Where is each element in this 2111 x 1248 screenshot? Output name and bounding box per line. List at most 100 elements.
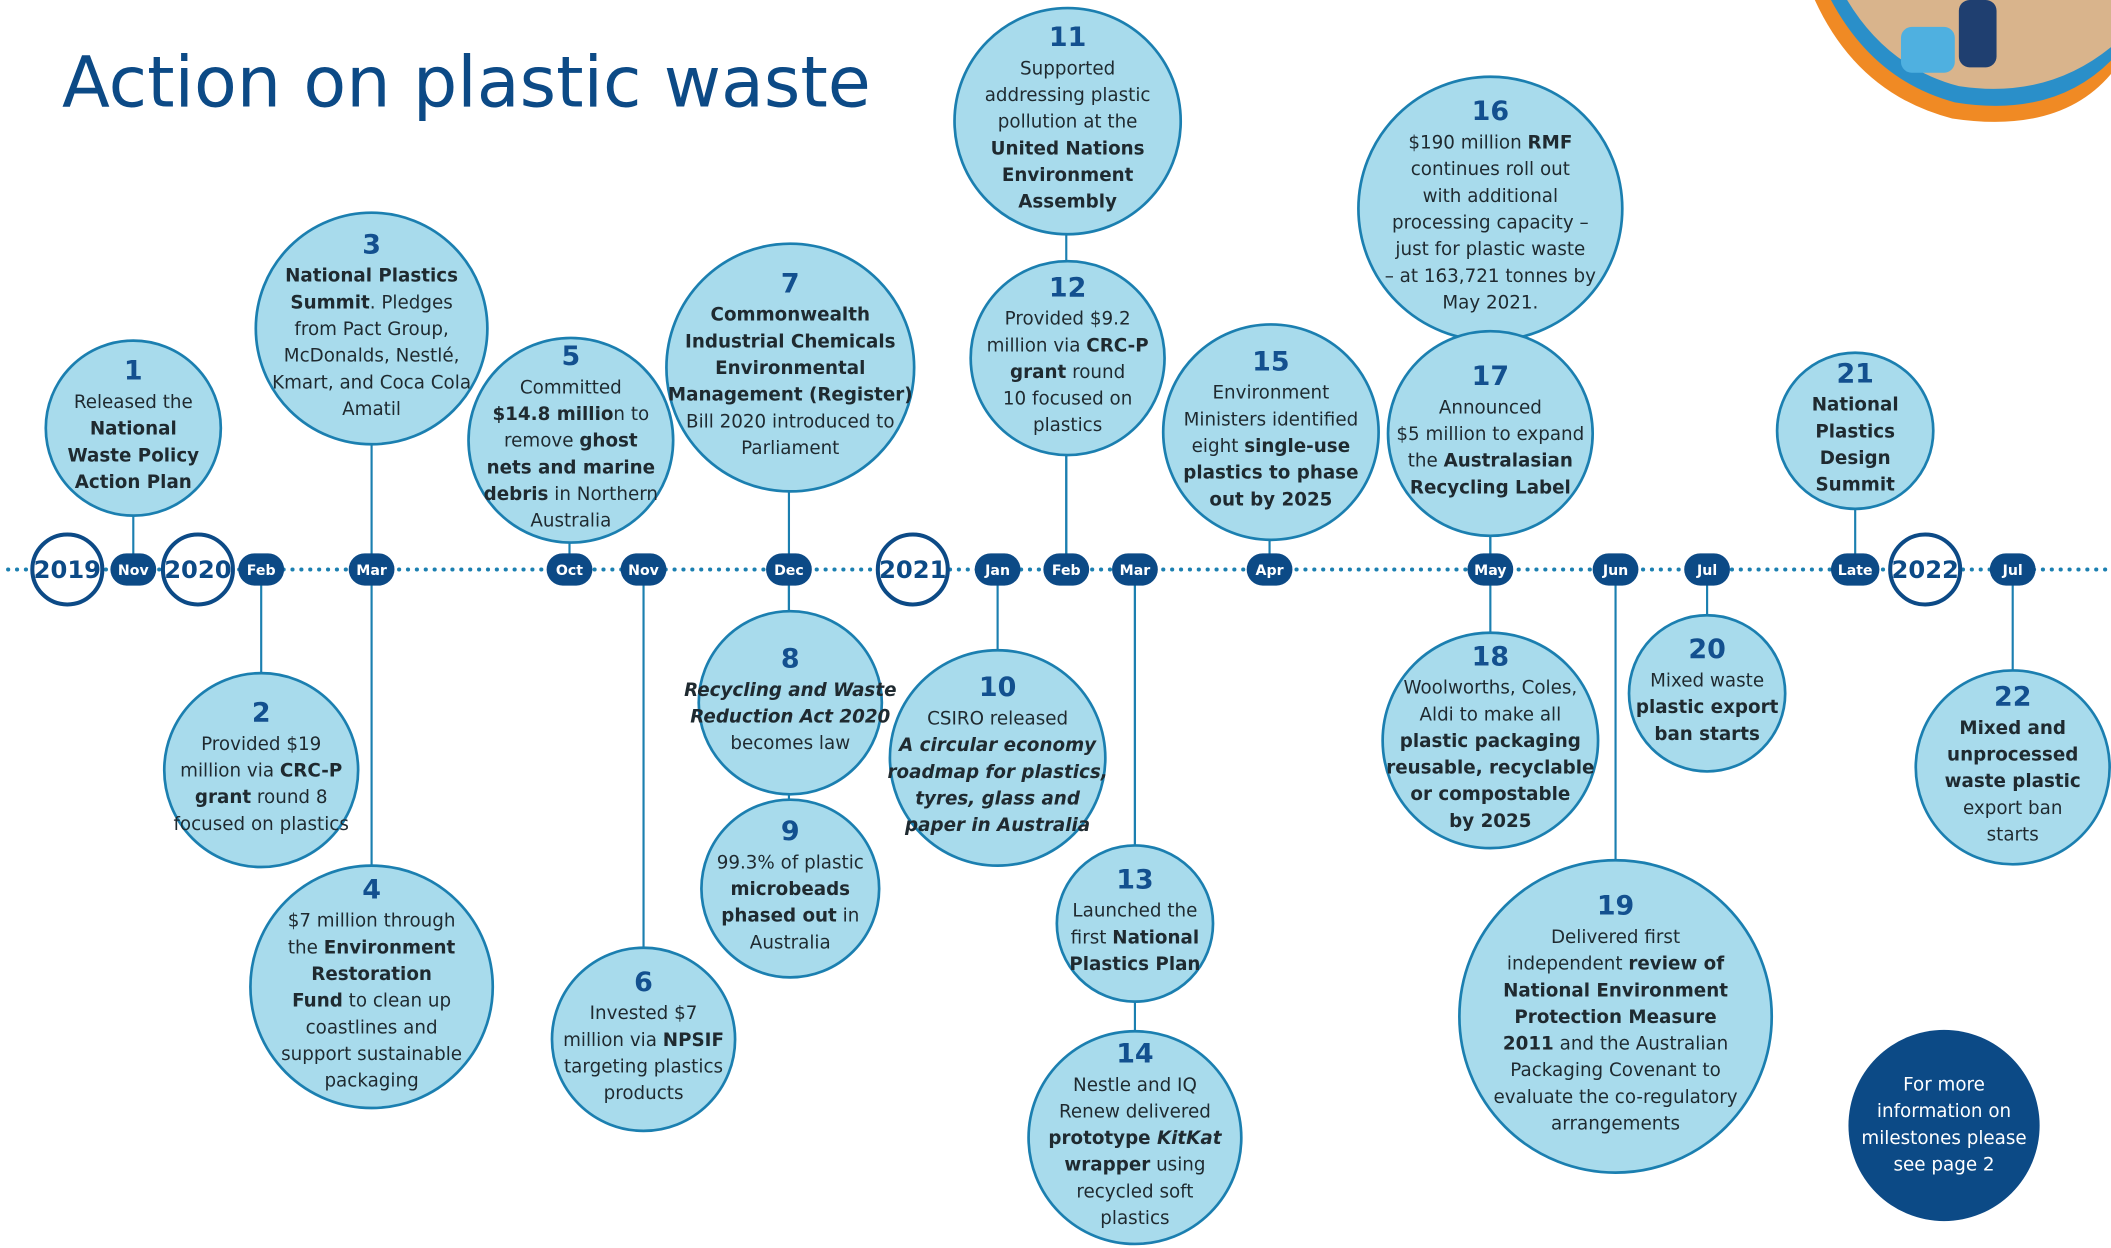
- milestone: 5Committed$14.8 million toremove ghostne…: [469, 338, 674, 543]
- text-line: Australia: [530, 511, 611, 532]
- text-segment: Reduction Act 2020: [690, 707, 890, 728]
- text-segment: National: [1112, 927, 1199, 948]
- text-segment: National Plastics: [285, 266, 458, 287]
- text-line: May 2021.: [1442, 292, 1538, 313]
- text-segment: National: [1812, 395, 1899, 416]
- text-segment: single-use: [1244, 436, 1350, 457]
- text-line: Released the: [74, 392, 193, 413]
- text-line: Delivered first: [1551, 927, 1680, 948]
- text-segment: and the Australian: [1554, 1034, 1728, 1055]
- milestone-number: 5: [561, 341, 580, 372]
- text-line: Protection Measure: [1514, 1007, 1716, 1028]
- text-segment: Plastics: [1815, 421, 1895, 442]
- milestone-number: 11: [1049, 22, 1086, 53]
- milestone-number: 17: [1472, 361, 1509, 392]
- text-line: wrapper using: [1064, 1155, 1205, 1176]
- text-segment: Australasian: [1444, 451, 1573, 472]
- text-segment: Recycling and Waste: [684, 680, 896, 701]
- text-line: focused on plastics: [173, 814, 348, 835]
- milestone: 16$190 million RMFcontinues roll outwith…: [1358, 77, 1622, 341]
- text-line: plastics: [1100, 1208, 1169, 1229]
- more-info-note: For moreinformation onmilestones pleases…: [1848, 1030, 2039, 1221]
- milestone: 8 Recycling and Waste Reduction Act 2020 be…: [684, 611, 896, 794]
- month-label: Apr: [1256, 563, 1284, 579]
- text-line: Ministers identified: [1184, 409, 1359, 430]
- text-segment: $190 million: [1408, 133, 1527, 154]
- milestone: 2Provided $19million via CRC-Pgrant roun…: [164, 673, 358, 867]
- text-line: Assembly: [1018, 192, 1117, 213]
- text-line: or compostable: [1410, 784, 1570, 805]
- text-line: prototype KitKat: [1048, 1128, 1222, 1149]
- text-line: addressing plastic: [985, 85, 1151, 106]
- text-segment: CRC-P: [280, 761, 342, 782]
- text-line: information on: [1877, 1101, 2011, 1122]
- text-line: phased out in: [721, 906, 859, 927]
- text-line: arrangements: [1551, 1114, 1680, 1135]
- month-label: Mar: [1120, 563, 1151, 579]
- milestone: 6Invested $7million via NPSIFtargeting p…: [552, 948, 735, 1131]
- text-line: National Environment: [1503, 980, 1728, 1001]
- milestone: 18Woolworths, Coles,Aldi to make allplas…: [1383, 633, 1598, 848]
- text-segment: in Northern: [548, 484, 658, 505]
- text-segment: Design: [1820, 448, 1891, 469]
- text-line: becomes law: [730, 733, 850, 754]
- text-segment: KitKat: [1157, 1128, 1223, 1149]
- text-line: paper in Australia: [904, 815, 1090, 836]
- text-line: Waste Policy: [68, 445, 200, 466]
- text-line: Provided $9.2: [1005, 309, 1131, 330]
- year-label: 2019: [34, 556, 101, 584]
- month-label: Jul: [2002, 563, 2023, 579]
- text-line: Supported: [1020, 58, 1115, 79]
- text-line: continues roll out: [1411, 159, 1570, 180]
- text-segment: CRC-P: [1086, 335, 1148, 356]
- milestone: 3National PlasticsSummit. Pledgesfrom Pa…: [256, 213, 488, 445]
- text-line: out by 2025: [1209, 489, 1332, 510]
- text-line: Launched the: [1072, 901, 1197, 922]
- text-line: grant round 8: [195, 787, 328, 808]
- text-line: reusable, recyclable: [1386, 758, 1594, 779]
- text-line: see page 2: [1894, 1154, 1995, 1175]
- text-segment: out by 2025: [1209, 489, 1332, 510]
- month-label: Feb: [1052, 563, 1081, 579]
- text-line: plastic packaging: [1400, 731, 1581, 752]
- text-segment: debris: [484, 484, 549, 505]
- text-segment: in: [837, 906, 860, 927]
- text-segment: plastics to phase: [1183, 463, 1358, 484]
- text-line: pollution at the: [998, 112, 1138, 133]
- text-segment: NPSIF: [663, 1030, 724, 1051]
- text-line: $7 million through: [288, 911, 456, 932]
- text-segment: . Pledges: [370, 292, 453, 313]
- text-line: Environment: [1212, 383, 1329, 404]
- text-segment: million via: [563, 1030, 663, 1051]
- text-line: from Pact Group,: [294, 319, 448, 340]
- milestone-number: 4: [362, 874, 381, 905]
- text-line: Invested $7: [590, 1003, 698, 1024]
- month-label: Jan: [984, 563, 1010, 579]
- text-line: CSIRO released: [927, 708, 1068, 729]
- text-segment: Environment: [1002, 165, 1134, 186]
- milestone-number: 9: [781, 816, 800, 847]
- text-line: Management (Register): [668, 385, 913, 406]
- text-line: starts: [1987, 825, 2039, 846]
- text-line: Recycling and Waste: [684, 680, 896, 701]
- milestone-number: 16: [1472, 96, 1509, 127]
- text-line: Action Plan: [75, 472, 192, 493]
- text-line: Recycling Label: [1410, 477, 1571, 498]
- text-line: Renew delivered: [1059, 1101, 1211, 1122]
- text-line: targeting plastics: [564, 1056, 723, 1077]
- milestone-number: 8: [781, 644, 800, 675]
- text-line: million via CRC-P: [987, 335, 1149, 356]
- text-segment: grant: [195, 787, 251, 808]
- text-line: just for plastic waste: [1394, 239, 1585, 260]
- text-segment: Recycling Label: [1410, 477, 1571, 498]
- text-segment: Management (Register): [668, 385, 913, 406]
- text-line: grant round: [1010, 362, 1125, 383]
- text-segment: grant: [1010, 362, 1066, 383]
- text-line: Plastics: [1815, 421, 1895, 442]
- text-segment: tyres, glass and: [915, 788, 1081, 809]
- text-line: evaluate the co-regulatory: [1494, 1087, 1738, 1108]
- text-line: by 2025: [1449, 811, 1531, 832]
- text-line: ban starts: [1654, 724, 1760, 745]
- milestone-number: 19: [1597, 891, 1634, 922]
